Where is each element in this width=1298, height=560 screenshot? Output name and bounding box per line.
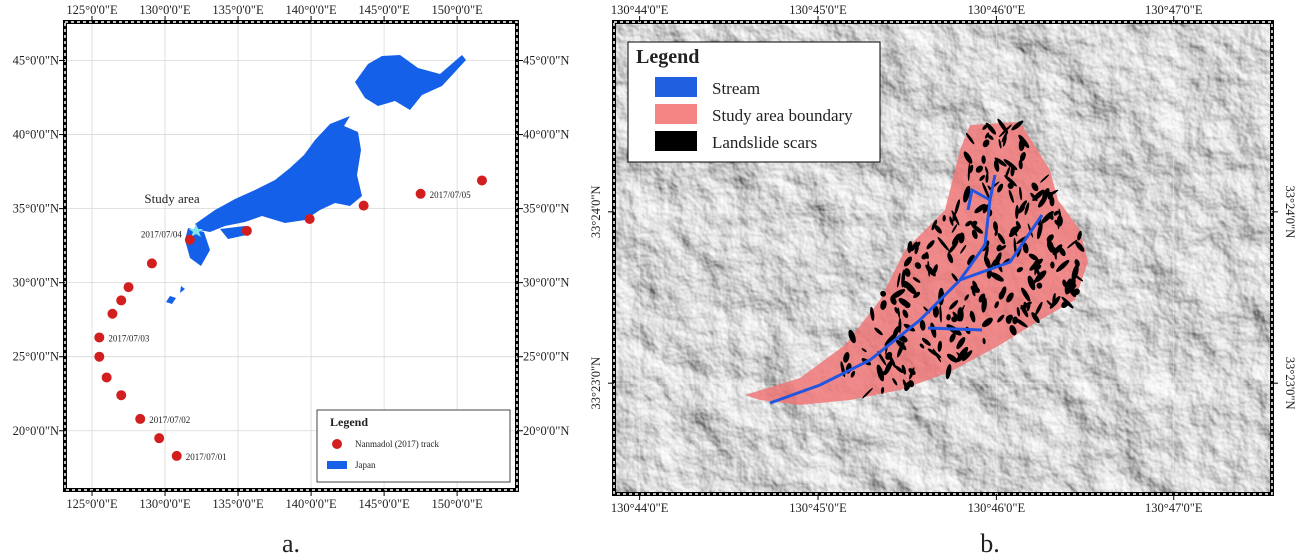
track-label: 2017/07/02 bbox=[149, 415, 190, 425]
y-tick-label: 30°0'0"N bbox=[523, 276, 569, 290]
track-point bbox=[242, 226, 252, 236]
panel-a: 2017/07/01 2017/07/02 2017/07/03 2017/07/04… bbox=[13, 3, 570, 558]
y-tick-label: 25°0'0"N bbox=[13, 350, 59, 364]
x-tick-label: 130°0'0"E bbox=[139, 497, 191, 511]
x-tick-label: 125°0'0"E bbox=[66, 497, 118, 511]
legend-symbol bbox=[655, 104, 697, 124]
track-point bbox=[172, 451, 182, 461]
legend-symbol bbox=[327, 461, 347, 469]
track-label: 2017/07/01 bbox=[186, 452, 227, 462]
track-point bbox=[107, 309, 117, 319]
track-label: 2017/07/03 bbox=[108, 333, 150, 343]
legend-label: Landslide scars bbox=[712, 133, 817, 152]
legend-label: Stream bbox=[712, 79, 760, 98]
x-tick-label: 130°0'0"E bbox=[139, 3, 191, 17]
track-point bbox=[305, 214, 315, 224]
track-point bbox=[477, 175, 487, 185]
figure: 2017/07/01 2017/07/02 2017/07/03 2017/07/04… bbox=[0, 0, 1298, 560]
legend: Legend Nanmadol (2017) track Japan bbox=[317, 410, 510, 482]
panel-b: Legend Stream Study area boundary Landsl… bbox=[589, 3, 1297, 558]
x-tick-label: 150°0'0"E bbox=[431, 497, 483, 511]
track-point bbox=[116, 295, 126, 305]
y-tick-label: 20°0'0"N bbox=[13, 424, 59, 438]
x-tick-label: 145°0'0"E bbox=[358, 497, 410, 511]
y-tick-label: 33°24'0"N bbox=[589, 186, 603, 239]
x-tick-label: 135°0'0"E bbox=[212, 3, 264, 17]
x-tick-label: 130°47'0"E bbox=[1145, 501, 1203, 515]
x-tick-label: 130°46'0"E bbox=[968, 3, 1026, 17]
x-tick-label: 140°0'0"E bbox=[285, 497, 337, 511]
y-tick-label: 45°0'0"N bbox=[523, 54, 569, 68]
legend-symbol bbox=[332, 439, 342, 449]
y-tick-label: 35°0'0"N bbox=[13, 202, 59, 216]
y-tick-label: 25°0'0"N bbox=[523, 350, 569, 364]
track-point bbox=[416, 189, 426, 199]
track-point bbox=[94, 352, 104, 362]
track-label: 2017/07/05 bbox=[430, 190, 472, 200]
track-point bbox=[124, 282, 134, 292]
track-point bbox=[147, 258, 157, 268]
caption: b. bbox=[980, 529, 1000, 558]
legend-label: Study area boundary bbox=[712, 106, 853, 125]
track-point bbox=[185, 235, 195, 245]
y-tick-label: 33°23'0"N bbox=[1283, 357, 1297, 410]
track-label: 2017/07/04 bbox=[141, 230, 183, 240]
x-tick-label: 130°45'0"E bbox=[789, 3, 847, 17]
legend-title: Legend bbox=[330, 415, 368, 429]
track-point bbox=[135, 414, 145, 424]
y-tick-label: 20°0'0"N bbox=[523, 424, 569, 438]
legend-symbol bbox=[655, 77, 697, 97]
track-point bbox=[359, 201, 369, 211]
x-tick-label: 125°0'0"E bbox=[66, 3, 118, 17]
x-tick-label: 140°0'0"E bbox=[285, 3, 337, 17]
legend: Legend Stream Study area boundary Landsl… bbox=[628, 42, 880, 162]
y-tick-label: 33°24'0"N bbox=[1283, 186, 1297, 239]
x-tick-label: 135°0'0"E bbox=[212, 497, 264, 511]
annotation: Study area bbox=[144, 191, 199, 206]
x-tick-label: 130°44'0"E bbox=[611, 3, 669, 17]
x-tick-label: 130°46'0"E bbox=[968, 501, 1026, 515]
y-tick-label: 45°0'0"N bbox=[13, 54, 59, 68]
caption: a. bbox=[282, 529, 300, 558]
y-tick-label: 40°0'0"N bbox=[13, 128, 59, 142]
legend-title: Legend bbox=[636, 46, 699, 68]
legend-label: Japan bbox=[355, 460, 376, 470]
legend-label: Nanmadol (2017) track bbox=[355, 439, 439, 449]
x-tick-label: 130°45'0"E bbox=[789, 501, 847, 515]
track-point bbox=[102, 372, 112, 382]
track-point bbox=[154, 433, 164, 443]
y-tick-label: 40°0'0"N bbox=[523, 128, 569, 142]
x-tick-label: 130°44'0"E bbox=[611, 501, 669, 515]
legend-symbol bbox=[655, 131, 697, 151]
track-point bbox=[116, 390, 126, 400]
x-tick-label: 145°0'0"E bbox=[358, 3, 410, 17]
y-tick-label: 30°0'0"N bbox=[13, 276, 59, 290]
track-point bbox=[94, 332, 104, 342]
y-tick-label: 33°23'0"N bbox=[589, 357, 603, 410]
x-tick-label: 130°47'0"E bbox=[1145, 3, 1203, 17]
y-tick-label: 35°0'0"N bbox=[523, 202, 569, 216]
x-tick-label: 150°0'0"E bbox=[431, 3, 483, 17]
